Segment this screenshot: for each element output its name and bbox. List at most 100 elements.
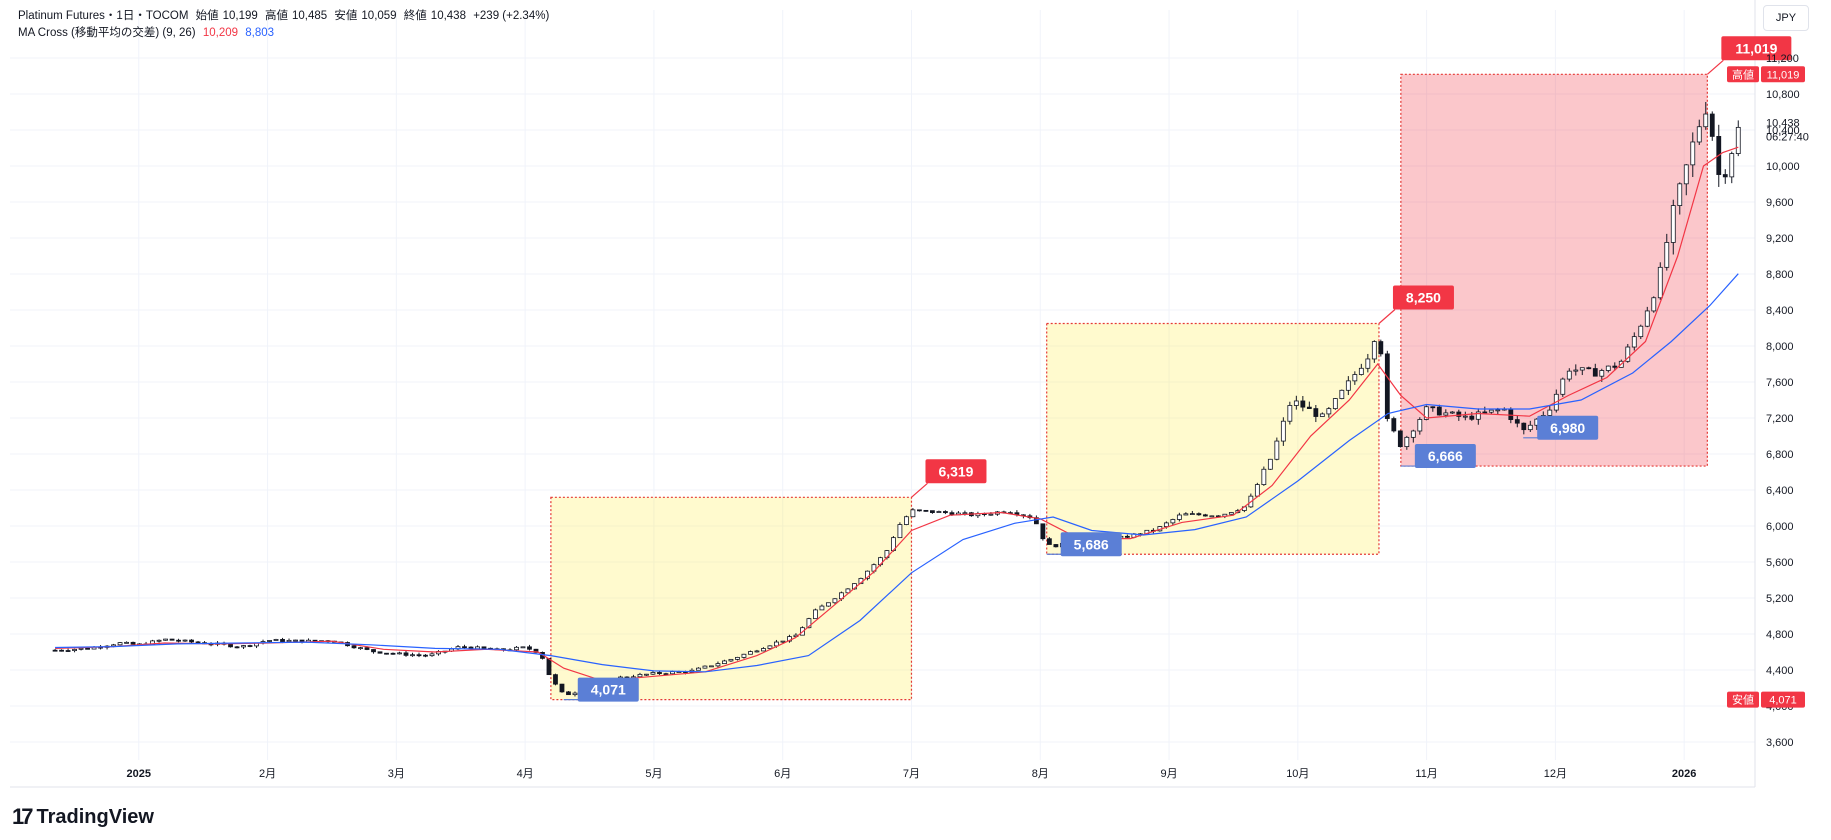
candle-body	[1189, 513, 1195, 515]
candle-body	[1703, 113, 1709, 128]
candle-body	[1729, 153, 1735, 178]
badge-label: 安値	[1732, 693, 1754, 707]
candle-body	[1521, 422, 1527, 431]
x-tick-label: 7月	[903, 768, 920, 780]
candle-body	[1358, 367, 1364, 375]
indicator-legend[interactable]: MA Cross (移動平均の交差) (9, 26) 10,209 8,803	[18, 24, 278, 40]
candle-body	[1586, 367, 1592, 370]
candle-body	[384, 652, 389, 655]
indicator-name[interactable]: MA Cross (移動平均の交差) (9, 26)	[18, 27, 196, 39]
candle-body	[670, 671, 675, 675]
candle-body	[865, 570, 870, 579]
candle-body	[195, 641, 201, 644]
y-tick-label: 6,800	[1766, 449, 1794, 461]
time-axis[interactable]: 2025 2月 3月 4月 5月 6月 7月 8月 9月 10月 11月 12月 2026	[127, 768, 1697, 780]
candle-body	[650, 672, 656, 675]
candle-body	[78, 647, 84, 650]
callout-box	[577, 677, 639, 702]
candle-body	[1339, 389, 1345, 399]
high-label: 高値	[265, 10, 289, 22]
candle-body	[481, 646, 487, 649]
low-value: 10,059	[361, 10, 397, 22]
candle-body	[1170, 519, 1176, 524]
candle-body	[423, 654, 428, 657]
candle-body	[1313, 408, 1319, 417]
y-tick-label: 10,800	[1766, 89, 1800, 101]
candle-body	[1456, 411, 1462, 417]
candle-body	[644, 673, 649, 676]
y-tick-label: 4,800	[1766, 629, 1794, 641]
y-tick-label: 4,400	[1766, 665, 1794, 677]
x-tick-label: 4月	[517, 768, 534, 780]
candle-body	[826, 602, 831, 607]
candle-body	[1410, 430, 1416, 438]
x-tick-label: 6月	[774, 768, 791, 780]
y-tick-label: 10,400	[1766, 125, 1800, 137]
candle-body	[572, 692, 578, 696]
candle-body	[169, 638, 175, 641]
candle-body	[156, 639, 162, 642]
candle-body	[1462, 415, 1468, 418]
candle-body	[1306, 406, 1312, 409]
badge-value: 11,019	[1767, 69, 1800, 81]
currency-button[interactable]: JPY	[1763, 5, 1809, 31]
x-tick-label: 11月	[1415, 768, 1437, 780]
price-axis[interactable]: 3,6004,0004,4004,8005,2005,6006,0006,400…	[1766, 53, 1800, 749]
candle-body	[1436, 406, 1442, 416]
symbol-title[interactable]: Platinum Futures・1日・TOCOM	[18, 10, 189, 22]
candle-body	[1579, 367, 1585, 371]
candle-body	[1527, 424, 1533, 431]
candle-body	[637, 673, 643, 678]
candle-body	[728, 658, 734, 662]
tradingview-logo[interactable]: 17 TradingView	[12, 804, 154, 830]
candle-body	[663, 673, 669, 676]
candle-body	[1664, 242, 1670, 268]
badge-label: 高値	[1732, 67, 1754, 81]
candle-body	[1274, 440, 1280, 460]
ma-line-26	[55, 273, 1739, 673]
candle-body	[1696, 126, 1702, 143]
last-price-value: 10,438	[1766, 118, 1800, 130]
candle-body	[910, 509, 916, 518]
y-tick-label: 5,200	[1766, 593, 1794, 605]
candle-body	[462, 646, 467, 649]
candle-body	[1488, 409, 1494, 413]
candle-body	[1612, 365, 1618, 368]
candle-body	[403, 652, 409, 656]
candle-body	[410, 654, 415, 657]
candle-body	[1475, 411, 1481, 420]
candle-body	[1287, 405, 1293, 422]
candle-body	[65, 650, 71, 652]
candle-body	[1261, 468, 1267, 485]
candle-body	[709, 665, 714, 668]
candle-body	[780, 640, 786, 643]
candle-body	[59, 649, 64, 652]
y-tick-label: 3,600	[1766, 737, 1794, 749]
symbol-legend[interactable]: Platinum Futures・1日・TOCOM 始値 10,199 高値 10,…	[18, 7, 553, 23]
candle-body	[988, 513, 994, 516]
candle-body	[741, 653, 747, 658]
candle-body	[715, 663, 721, 667]
logo-mark-icon: 17	[12, 804, 34, 829]
candle-body	[286, 639, 292, 642]
candle-body	[1631, 336, 1637, 348]
price-callouts: 4,071 6,319 5,686 8,250 6,666 6,980 11,019	[563, 36, 1792, 702]
badge-label-bg	[1727, 66, 1759, 83]
candle-body	[1592, 368, 1598, 377]
candle-body	[923, 509, 929, 512]
candle-body	[767, 645, 773, 649]
candle-body	[1293, 400, 1299, 406]
high-callout-label: 6,319	[938, 463, 973, 479]
candle-body	[234, 646, 240, 649]
candle-body	[748, 651, 753, 655]
candle-body	[1508, 408, 1514, 420]
y-tick-label: 8,800	[1766, 269, 1794, 281]
candle-body	[1196, 513, 1202, 516]
low-label: 安値	[334, 10, 358, 22]
candle-body	[130, 641, 136, 645]
candle-body	[1326, 408, 1332, 415]
candle-body	[806, 618, 812, 629]
candle-body	[351, 645, 357, 649]
low-callout-label: 6,980	[1550, 420, 1585, 436]
